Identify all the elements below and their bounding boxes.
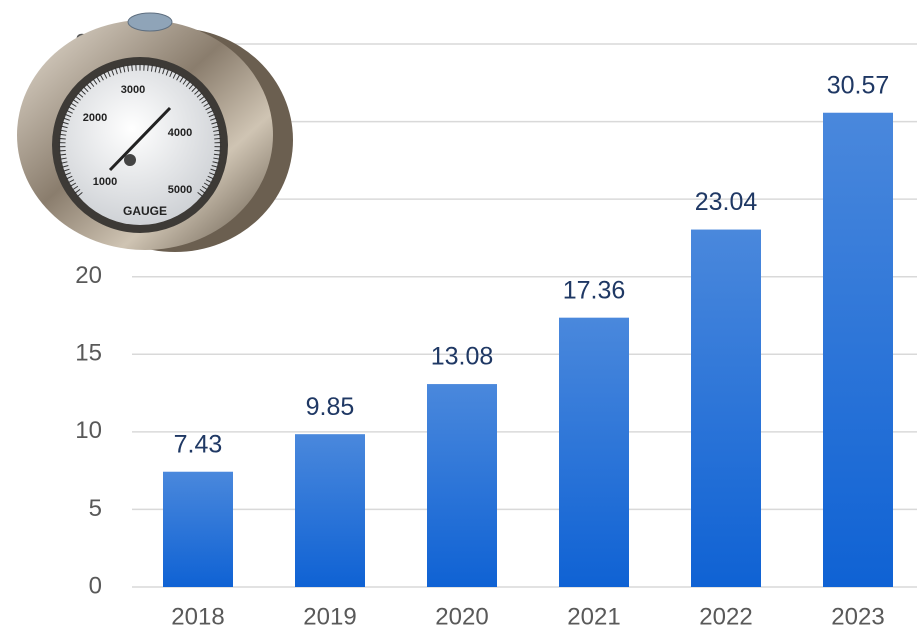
- bar: [295, 434, 365, 587]
- bar: [163, 471, 233, 587]
- value-label: 17.36: [563, 276, 626, 304]
- y-tick-label: 20: [75, 262, 102, 289]
- value-label: 30.57: [827, 71, 890, 99]
- gauge-icon: 1000 2000 3000 4000 5000 GAUGE: [17, 12, 293, 252]
- x-tick-label: 2021: [567, 603, 620, 630]
- gauge-label: 4000: [168, 127, 192, 139]
- x-tick-label: 2018: [171, 603, 224, 630]
- y-tick-label: 15: [75, 340, 102, 367]
- value-label: 7.43: [174, 430, 223, 458]
- bar: [823, 112, 893, 588]
- y-tick-label: 5: [89, 495, 102, 522]
- x-tick-label: 2022: [699, 603, 752, 630]
- bar: [427, 384, 497, 587]
- gauge-label: 2000: [83, 112, 107, 124]
- gauge-hub: [124, 154, 136, 166]
- x-tick-label: 2023: [831, 603, 884, 630]
- gauge-label: 3000: [121, 84, 145, 96]
- gauge-face: [60, 65, 220, 225]
- x-tick-label: 2020: [435, 603, 488, 630]
- y-tick-label: 0: [89, 572, 102, 599]
- gauge-label: 5000: [168, 184, 192, 196]
- value-label: 23.04: [695, 188, 758, 216]
- value-label: 9.85: [306, 393, 355, 421]
- gauge-needle: [108, 106, 172, 172]
- x-tick-label: 2019: [303, 603, 356, 630]
- y-tick-label: 10: [75, 417, 102, 444]
- bar: [691, 229, 761, 588]
- gauge-scale: [58, 63, 222, 198]
- gauge-button: [127, 12, 173, 32]
- bar: [559, 317, 629, 587]
- value-label: 13.08: [431, 343, 494, 371]
- gauge-caption: GAUGE: [123, 204, 167, 218]
- gauge-label: 1000: [93, 176, 117, 188]
